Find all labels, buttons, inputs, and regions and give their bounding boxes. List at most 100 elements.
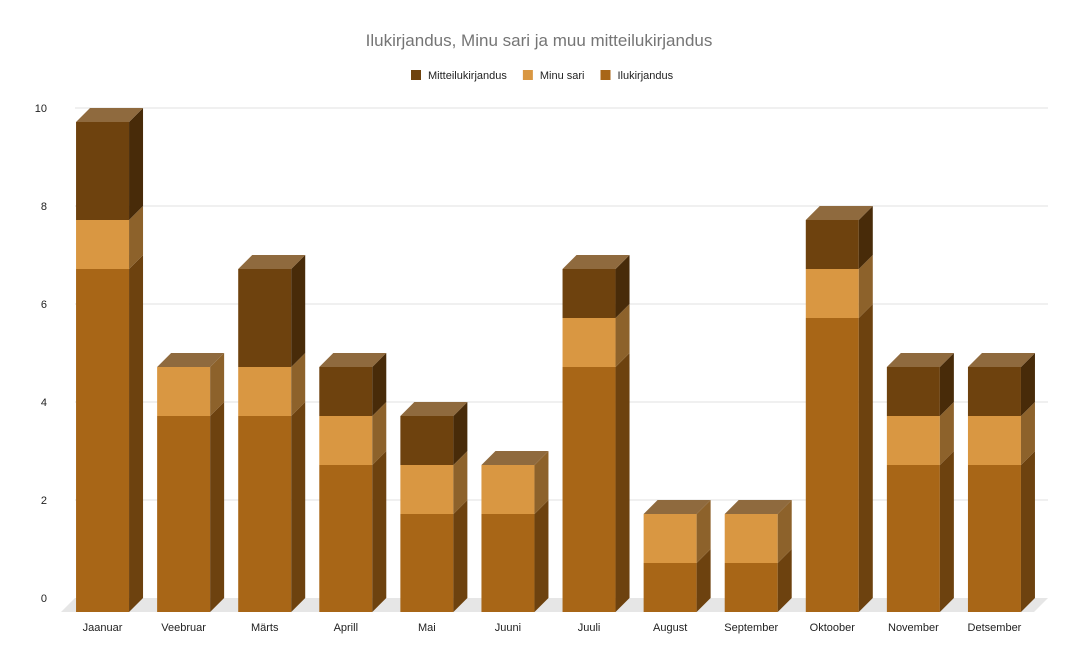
floor: [61, 598, 1048, 612]
y-tick-label: 8: [41, 201, 47, 213]
bar-side: [777, 500, 792, 563]
legend-swatch: [522, 70, 533, 80]
bar-side: [129, 255, 144, 612]
bar-side: [1020, 353, 1035, 416]
x-tick-label: Jaanuar: [83, 622, 123, 634]
bar-Minu sari-Juuni: [481, 465, 535, 514]
bar-stack-Juuni: [481, 451, 549, 612]
bar-top: [724, 500, 792, 514]
bar-side: [291, 353, 306, 416]
bar-top: [157, 353, 225, 367]
bar-Minu sari-Detsember: [967, 416, 1021, 465]
bar-side: [291, 402, 306, 612]
bar-side: [129, 108, 144, 220]
bar-Ilukirjandus-November: [886, 465, 940, 612]
legend-swatch: [600, 70, 611, 80]
x-tick-label: Juuli: [578, 622, 601, 634]
bar-Mitteilukirjandus-Detsember: [967, 367, 1021, 416]
bar-stack-Aprill: [319, 353, 387, 612]
bar-Ilukirjandus-Oktoober: [805, 318, 859, 612]
bar-Minu sari-August: [643, 514, 697, 563]
bar-side: [696, 500, 711, 563]
bar-top: [562, 255, 630, 269]
bar-side: [534, 500, 549, 612]
bar-side: [129, 206, 144, 269]
bar-Minu sari-Jaanuar: [76, 220, 130, 269]
bar-Minu sari-Mai: [400, 465, 454, 514]
bar-Ilukirjandus-Jaanuar: [76, 269, 130, 612]
bar-Ilukirjandus-August: [643, 563, 697, 612]
bar-side: [858, 304, 873, 612]
bar-side: [372, 402, 387, 465]
bar-top: [400, 402, 468, 416]
bar-side: [858, 255, 873, 318]
bar-side: [372, 451, 387, 612]
bar-top: [805, 206, 873, 220]
bar-Minu sari-Veebruar: [157, 367, 211, 416]
bar-Mitteilukirjandus-Märts: [238, 269, 292, 367]
bar-Mitteilukirjandus-Mai: [400, 416, 454, 465]
bar-side: [615, 353, 630, 612]
bar-top: [238, 255, 306, 269]
bar-side: [858, 206, 873, 269]
bar-side: [939, 353, 954, 416]
bar-stack-September: [724, 500, 792, 612]
bar-side: [696, 549, 711, 612]
bar-Ilukirjandus-Mai: [400, 514, 454, 612]
bar-side: [1020, 451, 1035, 612]
bar-Ilukirjandus-September: [724, 563, 778, 612]
x-tick-label: Veebruar: [161, 622, 206, 634]
bar-Ilukirjandus-Märts: [238, 416, 292, 612]
bar-side: [453, 451, 468, 514]
bar-Minu sari-September: [724, 514, 778, 563]
bar-Ilukirjandus-Aprill: [319, 465, 373, 612]
bar-stack-Jaanuar: [76, 108, 144, 612]
bar-stack-Mai: [400, 402, 468, 612]
x-tick-label: Mai: [418, 622, 436, 634]
bars: [76, 108, 1035, 612]
bar-Minu sari-Juuli: [562, 318, 616, 367]
bar-Minu sari-Märts: [238, 367, 292, 416]
gridlines: 0 2 4 6 8 10: [35, 103, 1048, 612]
x-axis-labels: Jaanuar Veebruar Märts Aprill Mai Juuni Juuli A…: [83, 622, 1022, 634]
bar-Minu sari-Aprill: [319, 416, 373, 465]
bar-side: [615, 304, 630, 367]
bar-stack-August: [643, 500, 711, 612]
x-tick-label: Oktoober: [810, 622, 856, 634]
bar-top: [319, 353, 387, 367]
x-tick-label: September: [724, 622, 778, 634]
bar-stack-Veebruar: [157, 353, 225, 612]
legend: Mitteilukirjandus Minu sari Ilukirjandus: [411, 70, 674, 82]
bar-top: [481, 451, 549, 465]
bar-side: [210, 402, 225, 612]
bar-Ilukirjandus-Juuni: [481, 514, 535, 612]
bar-Mitteilukirjandus-Juuli: [562, 269, 616, 318]
legend-label: Ilukirjandus: [618, 70, 674, 82]
bar-Ilukirjandus-Detsember: [967, 465, 1021, 612]
bar-stack-November: [886, 353, 954, 612]
bar-top: [886, 353, 954, 367]
bar-stack-Juuli: [562, 255, 630, 612]
bar-side: [453, 402, 468, 465]
x-tick-label: Detsember: [968, 622, 1022, 634]
bar-Minu sari-Oktoober: [805, 269, 859, 318]
x-tick-label: Märts: [251, 622, 279, 634]
bar-top: [967, 353, 1035, 367]
bar-stack-Detsember: [967, 353, 1035, 612]
bar-Mitteilukirjandus-Aprill: [319, 367, 373, 416]
y-tick-label: 4: [41, 397, 47, 409]
bar-Ilukirjandus-Juuli: [562, 367, 616, 612]
bar-side: [291, 255, 306, 367]
legend-swatch: [411, 70, 421, 80]
bar-side: [1020, 402, 1035, 465]
bar-side: [615, 255, 630, 318]
bar-side: [453, 500, 468, 612]
y-tick-label: 6: [41, 299, 47, 311]
y-tick-label: 10: [35, 103, 47, 115]
bar-stack-Märts: [238, 255, 306, 612]
bar-Mitteilukirjandus-November: [886, 367, 940, 416]
bar-Minu sari-November: [886, 416, 940, 465]
x-tick-label: August: [653, 622, 687, 634]
